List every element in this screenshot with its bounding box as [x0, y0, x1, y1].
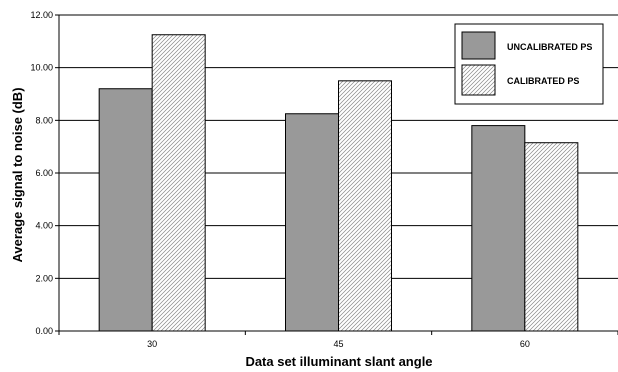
y-tick-label: 8.00: [35, 115, 53, 125]
y-tick-label: 12.00: [30, 10, 53, 20]
y-tick-label: 10.00: [30, 63, 53, 73]
y-tick-label: 0.00: [35, 326, 53, 336]
bar-calibrated-ps-45: [338, 80, 392, 332]
x-axis-label: Data set illuminant slant angle: [245, 354, 432, 369]
x-tick-label: 60: [520, 339, 530, 349]
y-tick-label: 4.00: [35, 221, 53, 231]
axes: [55, 14, 618, 335]
bar-calibrated-ps-60: [524, 142, 579, 332]
y-axis-label: Average signal to noise (dB): [10, 87, 25, 262]
bar-uncalibrated-ps-45: [285, 113, 339, 332]
legend-label-calibrated: CALIBRATED PS: [507, 76, 579, 86]
legend: UNCALIBRATED PS CALIBRATED PS: [454, 23, 604, 105]
legend-swatch-uncalibrated: [461, 31, 496, 60]
bars: [98, 34, 579, 332]
tick-labels: 0.00 2.00 4.00 6.00 8.00 10.00 12.00 30 45 60: [30, 10, 529, 349]
x-tick-label: 45: [333, 339, 343, 349]
bar-uncalibrated-ps-60: [471, 125, 526, 332]
bar-uncalibrated-ps-30: [98, 88, 153, 332]
y-tick-label: 6.00: [35, 168, 53, 178]
x-tick-label: 30: [147, 339, 157, 349]
legend-label-uncalibrated: UNCALIBRATED PS: [507, 42, 592, 52]
legend-swatch-calibrated: [461, 64, 496, 96]
bar-calibrated-ps-30: [151, 34, 206, 332]
y-tick-label: 2.00: [35, 273, 53, 283]
